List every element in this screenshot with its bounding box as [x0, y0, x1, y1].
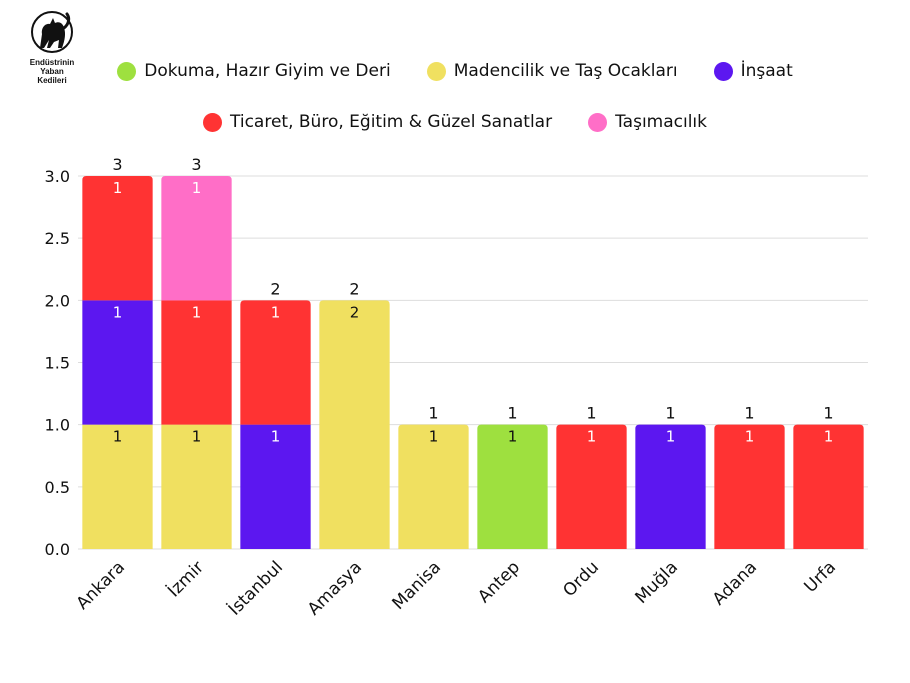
bar-segment-manisa-madencilik-ve-tas-ocaklari [398, 424, 469, 549]
legend-item-dokuma: Dokuma, Hazır Giyim ve Deri [117, 61, 391, 81]
x-tick-label-izmir: İzmir [163, 557, 208, 602]
segment-value-label: 1 [192, 303, 202, 321]
y-tick-label: 3.0 [45, 167, 70, 186]
segment-value-label: 1 [587, 428, 597, 446]
logo-text: Endüstrinin Yaban Kedileri [22, 58, 82, 85]
bar-segment-izmir-madencilik-ve-tas-ocaklari [161, 424, 232, 549]
legend-label-tasimacilik: Taşımacılık [615, 112, 707, 132]
legend-swatch-madencilik [426, 61, 446, 81]
x-tick-label-manisa: Manisa [389, 557, 445, 613]
bar-segment-ankara-insaat [82, 300, 153, 425]
bar-segment-urfa-ticaret-buro-egitim-guzel-sanatlar [793, 424, 864, 549]
y-tick-label: 0.5 [45, 478, 70, 497]
bar-segment-ordu-ticaret-buro-egitim-guzel-sanatlar [556, 424, 627, 549]
y-tick-label: 1.0 [45, 416, 70, 435]
segment-value-label: 1 [271, 303, 281, 321]
bar-segment-adana-ticaret-buro-egitim-guzel-sanatlar [714, 424, 785, 549]
bar-segment-istanbul-ticaret-buro-egitim-guzel-sanatlar [240, 300, 311, 425]
legend-row-1: Dokuma, Hazır Giyim ve Deri Madencilik v… [0, 61, 910, 81]
legend-swatch-tasimacilik [588, 112, 608, 132]
x-tick-label-mugla: Muğla [632, 557, 682, 607]
bar-segment-izmir-tasimacilik [161, 176, 232, 301]
black-cat-logo-icon [31, 11, 73, 53]
segment-value-label: 1 [192, 179, 202, 197]
y-tick-label: 0.0 [45, 540, 70, 559]
logo-line-2: Yaban [40, 67, 64, 76]
legend-label-insaat: İnşaat [740, 61, 793, 81]
bar-total-label: 3 [191, 155, 201, 174]
legend-swatch-insaat [713, 61, 733, 81]
legend-label-dokuma: Dokuma, Hazır Giyim ve Deri [144, 61, 391, 81]
bar-total-label: 1 [665, 404, 675, 423]
x-tick-label-urfa: Urfa [801, 557, 840, 596]
bar-total-label: 2 [270, 279, 280, 298]
bar-total-label: 1 [823, 404, 833, 423]
segment-value-label: 1 [745, 428, 755, 446]
bar-segment-mugla-insaat [635, 424, 706, 549]
segment-value-label: 1 [508, 428, 518, 446]
logo-line-1: Endüstrinin [29, 58, 75, 67]
segment-value-label: 1 [113, 179, 123, 197]
segment-value-label: 1 [113, 303, 123, 321]
segment-value-label: 1 [824, 428, 834, 446]
legend-item-madencilik: Madencilik ve Taş Ocakları [426, 61, 678, 81]
bar-total-label: 1 [428, 404, 438, 423]
x-tick-label-ankara: Ankara [73, 557, 129, 613]
bar-segment-ankara-madencilik-ve-tas-ocaklari [82, 424, 153, 549]
x-tick-label-ordu: Ordu [559, 557, 603, 601]
x-tick-label-amasya: Amasya [304, 557, 366, 619]
legend-item-insaat: İnşaat [713, 61, 793, 81]
legend-swatch-ticaret [203, 112, 222, 132]
legend-swatch-dokuma [117, 61, 137, 81]
bar-total-label: 1 [744, 404, 754, 423]
segment-value-label: 1 [429, 428, 439, 446]
bar-total-label: 2 [349, 279, 359, 298]
legend-label-ticaret: Ticaret, Büro, Eğitim & Güzel Sanatlar [230, 112, 553, 132]
x-tick-label-antep: Antep [474, 557, 524, 607]
y-tick-label: 1.5 [45, 354, 70, 373]
logo-line-3: Kedileri [37, 76, 67, 85]
bar-segment-amasya-madencilik-ve-tas-ocaklari [319, 300, 390, 549]
legend-label-madencilik: Madencilik ve Taş Ocakları [453, 61, 678, 81]
segment-value-label: 1 [113, 428, 123, 446]
logo: Endüstrinin Yaban Kedileri [22, 8, 82, 85]
bar-segment-istanbul-insaat [240, 424, 311, 549]
bar-total-label: 1 [586, 404, 596, 423]
y-tick-label: 2.0 [45, 291, 70, 310]
legend-item-ticaret: Ticaret, Büro, Eğitim & Güzel Sanatlar [203, 112, 552, 132]
legend-row-2: Ticaret, Büro, Eğitim & Güzel Sanatlar T… [0, 112, 910, 132]
bar-total-label: 1 [507, 404, 517, 423]
x-tick-label-istanbul: İstanbul [224, 557, 287, 620]
y-tick-label: 2.5 [45, 229, 70, 248]
legend-item-tasimacilik: Taşımacılık [588, 112, 707, 132]
x-tick-label-adana: Adana [709, 557, 761, 609]
bar-segment-izmir-ticaret-buro-egitim-guzel-sanatlar [161, 300, 232, 425]
bar-segment-ankara-ticaret-buro-egitim-guzel-sanatlar [82, 176, 153, 301]
bar-segment-antep-dokuma-hazir-giyim-ve-deri [477, 424, 548, 549]
segment-value-label: 1 [271, 428, 281, 446]
segment-value-label: 2 [350, 303, 360, 321]
segment-value-label: 1 [192, 428, 202, 446]
segment-value-label: 1 [666, 428, 676, 446]
bar-total-label: 3 [112, 155, 122, 174]
